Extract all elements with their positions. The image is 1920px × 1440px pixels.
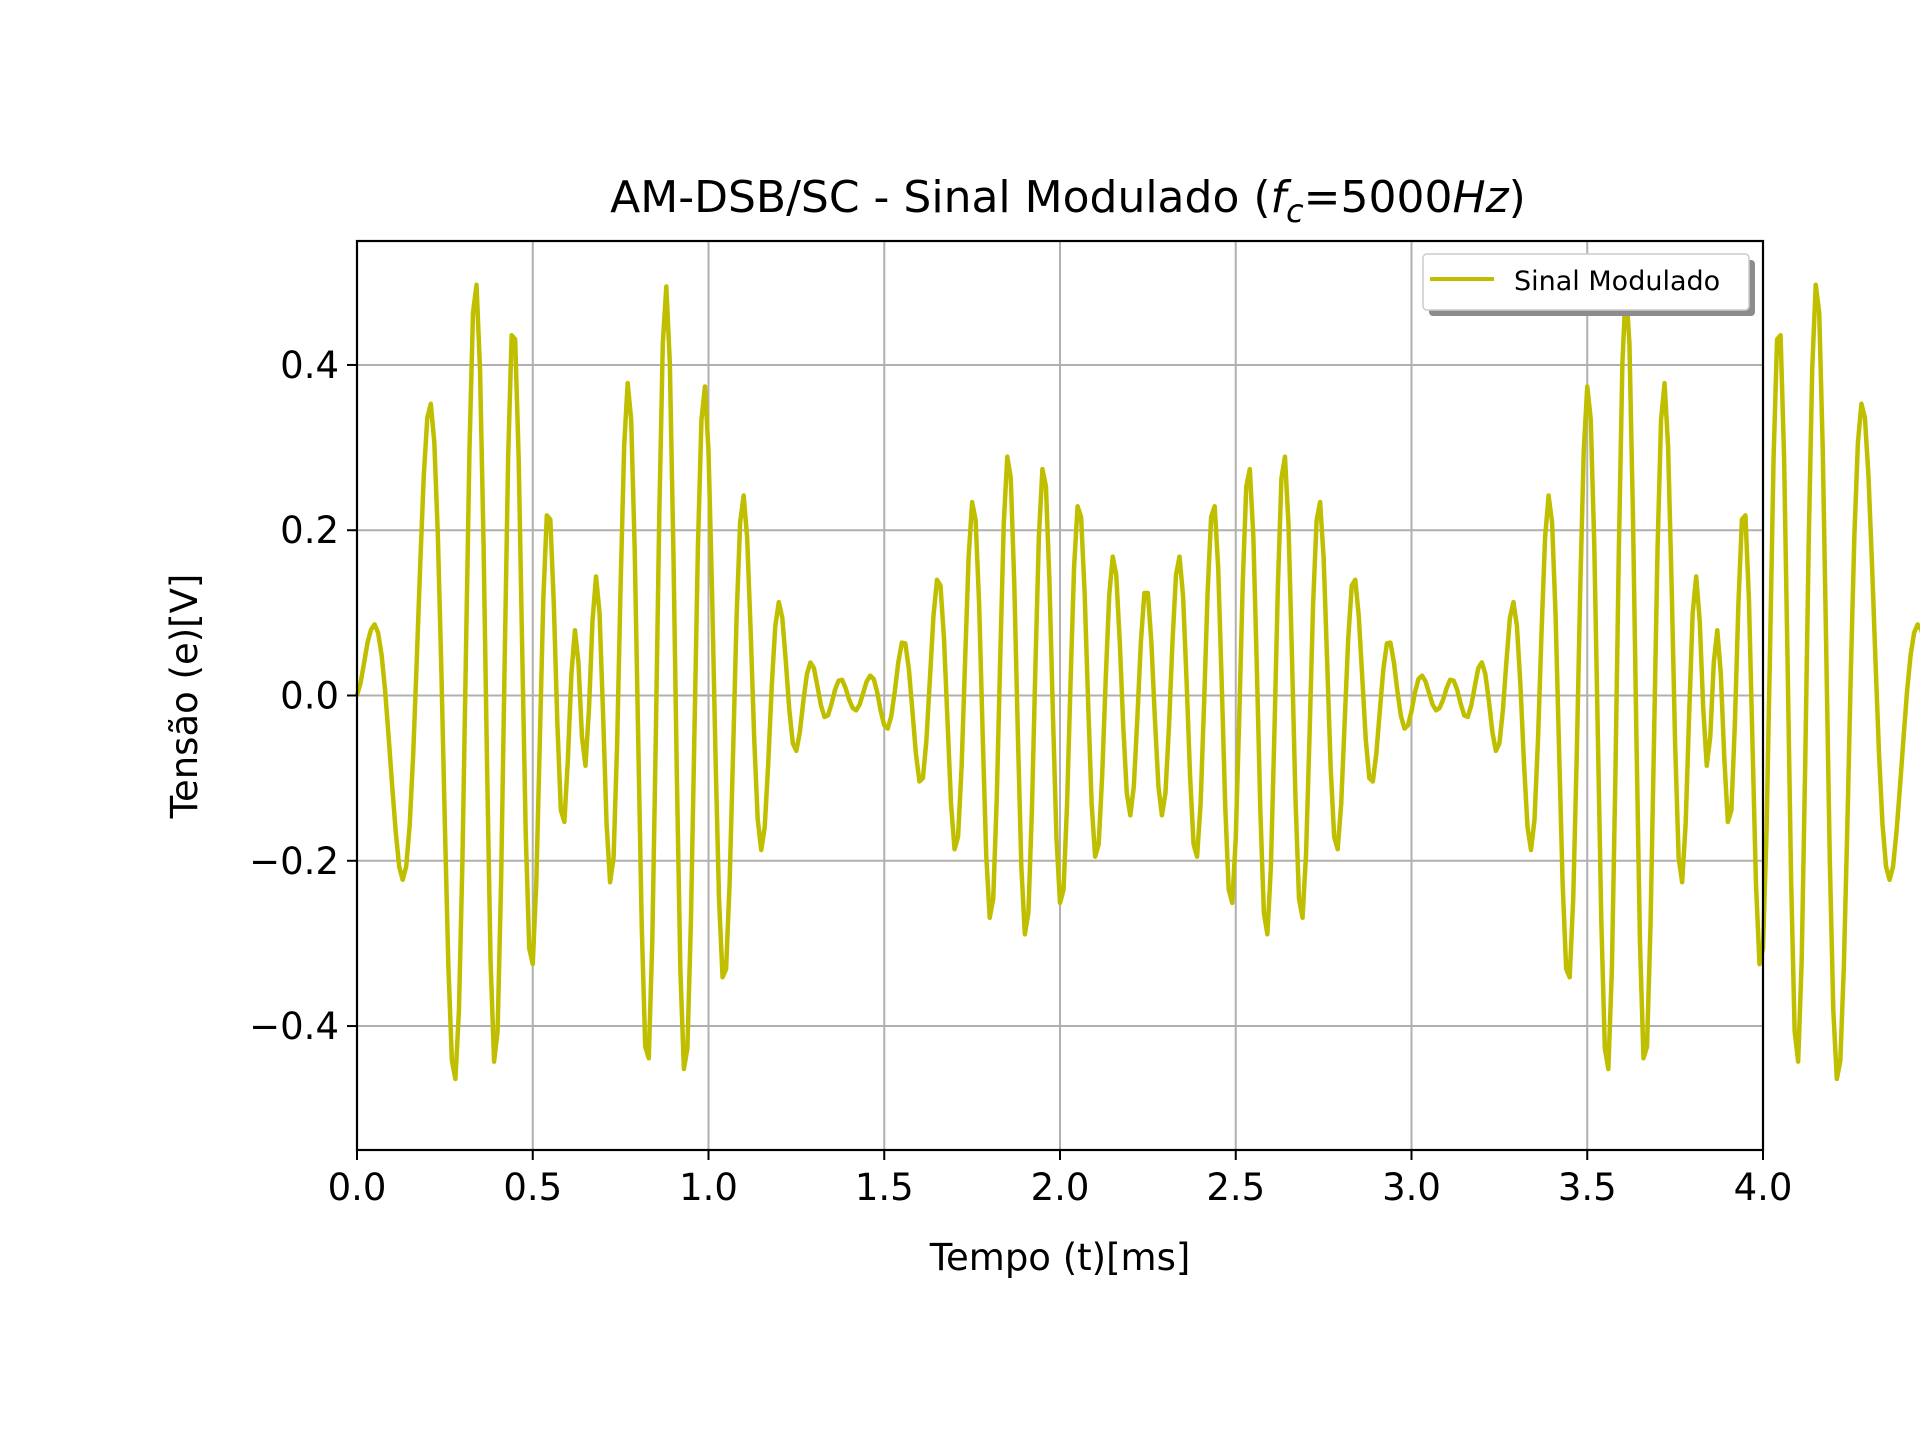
y-axis-label: Tensão (e)[V] bbox=[163, 574, 206, 820]
x-tick-label: 1.0 bbox=[679, 1166, 738, 1209]
x-tick-label: 2.0 bbox=[1031, 1166, 1090, 1209]
x-tick-label: 4.0 bbox=[1734, 1166, 1793, 1209]
legend-label: Sinal Modulado bbox=[1514, 266, 1720, 297]
x-tick-label: 3.5 bbox=[1558, 1166, 1617, 1209]
legend-box bbox=[1422, 253, 1750, 311]
legend: Sinal Modulado bbox=[1422, 253, 1755, 316]
x-tick-label: 1.5 bbox=[855, 1166, 914, 1209]
x-tick-label: 3.0 bbox=[1382, 1166, 1441, 1209]
x-tick-label: 0.0 bbox=[328, 1166, 387, 1209]
plot-area bbox=[354, 282, 1920, 1082]
chart-title: AM-DSB/SC - Sinal Modulado (fc=5000Hz) bbox=[610, 172, 1526, 230]
x-tick-label: 0.5 bbox=[503, 1166, 562, 1209]
x-tick-label: 2.5 bbox=[1206, 1166, 1265, 1209]
axis-ticks: 0.0 0.5 1.0 1.5 2.0 2.5 3.0 3.5 4.0 0.4 0.2 0.0 −0.2… bbox=[249, 344, 1792, 1209]
y-tick-label: 0.4 bbox=[280, 344, 339, 387]
y-tick-label: 0.2 bbox=[280, 509, 339, 552]
y-tick-label: −0.2 bbox=[249, 840, 339, 883]
series-line-sinal-modulado bbox=[354, 282, 1920, 1082]
y-tick-label: −0.4 bbox=[249, 1005, 339, 1048]
x-axis-label: Tempo (t)[ms] bbox=[929, 1236, 1191, 1279]
y-tick-label: 0.0 bbox=[280, 675, 339, 718]
